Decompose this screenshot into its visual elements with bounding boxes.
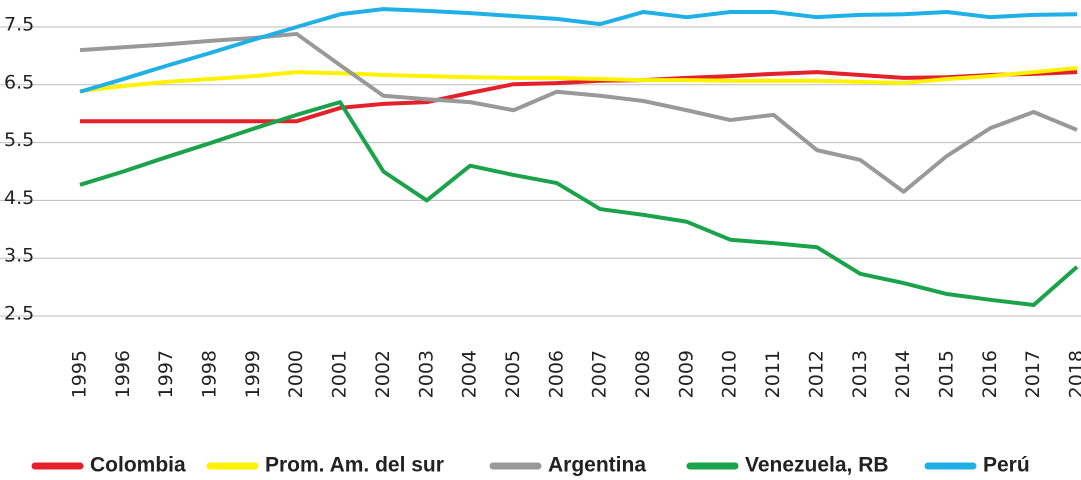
x-tick-label: 2004 xyxy=(459,350,481,398)
x-tick-label: 2018 xyxy=(1066,350,1081,398)
x-tick-label: 2001 xyxy=(329,350,351,398)
x-tick-label: 2017 xyxy=(1022,350,1044,398)
y-tick-label: 2.5 xyxy=(4,303,34,325)
x-tick-label: 1995 xyxy=(69,350,91,398)
x-tick-label: 2012 xyxy=(805,350,827,398)
x-tick-label: 2014 xyxy=(892,350,914,398)
x-tick-label: 1999 xyxy=(242,350,264,398)
series-line xyxy=(80,70,1078,124)
y-tick-label: 6.5 xyxy=(4,71,34,93)
series-line xyxy=(79,31,1078,194)
x-tick-label: 2003 xyxy=(415,350,437,398)
x-tick-label: 2013 xyxy=(849,350,871,398)
x-tick-label: 2007 xyxy=(589,350,611,398)
legend-label: Perú xyxy=(983,454,1030,477)
x-tick-label: 1996 xyxy=(112,350,134,398)
x-tick-label: 2015 xyxy=(935,350,957,398)
legend-label: Colombia xyxy=(90,454,186,477)
series-line xyxy=(79,7,1078,94)
series-line xyxy=(79,66,1078,94)
legend-label: Venezuela, RB xyxy=(745,454,889,477)
legend-label: Argentina xyxy=(548,454,646,477)
y-tick-label: 3.5 xyxy=(4,245,34,267)
y-tick-label: 7.5 xyxy=(4,14,34,36)
y-tick-label: 5.5 xyxy=(4,129,34,151)
x-tick-label: 2016 xyxy=(979,350,1001,398)
x-tick-label: 2002 xyxy=(372,350,394,398)
x-tick-label: 2009 xyxy=(675,350,697,398)
x-tick-label: 1998 xyxy=(199,350,221,398)
x-tick-label: 2000 xyxy=(285,350,307,398)
x-tick-label: 2010 xyxy=(719,350,741,398)
y-tick-label: 4.5 xyxy=(4,187,34,209)
x-tick-label: 2006 xyxy=(545,350,567,398)
series-line xyxy=(79,100,1079,308)
x-tick-label: 2005 xyxy=(502,350,524,398)
x-tick-label: 2011 xyxy=(762,350,784,398)
legend-label: Prom. Am. del sur xyxy=(265,454,444,477)
x-tick-label: 1997 xyxy=(155,350,177,398)
x-tick-label: 2008 xyxy=(632,350,654,398)
